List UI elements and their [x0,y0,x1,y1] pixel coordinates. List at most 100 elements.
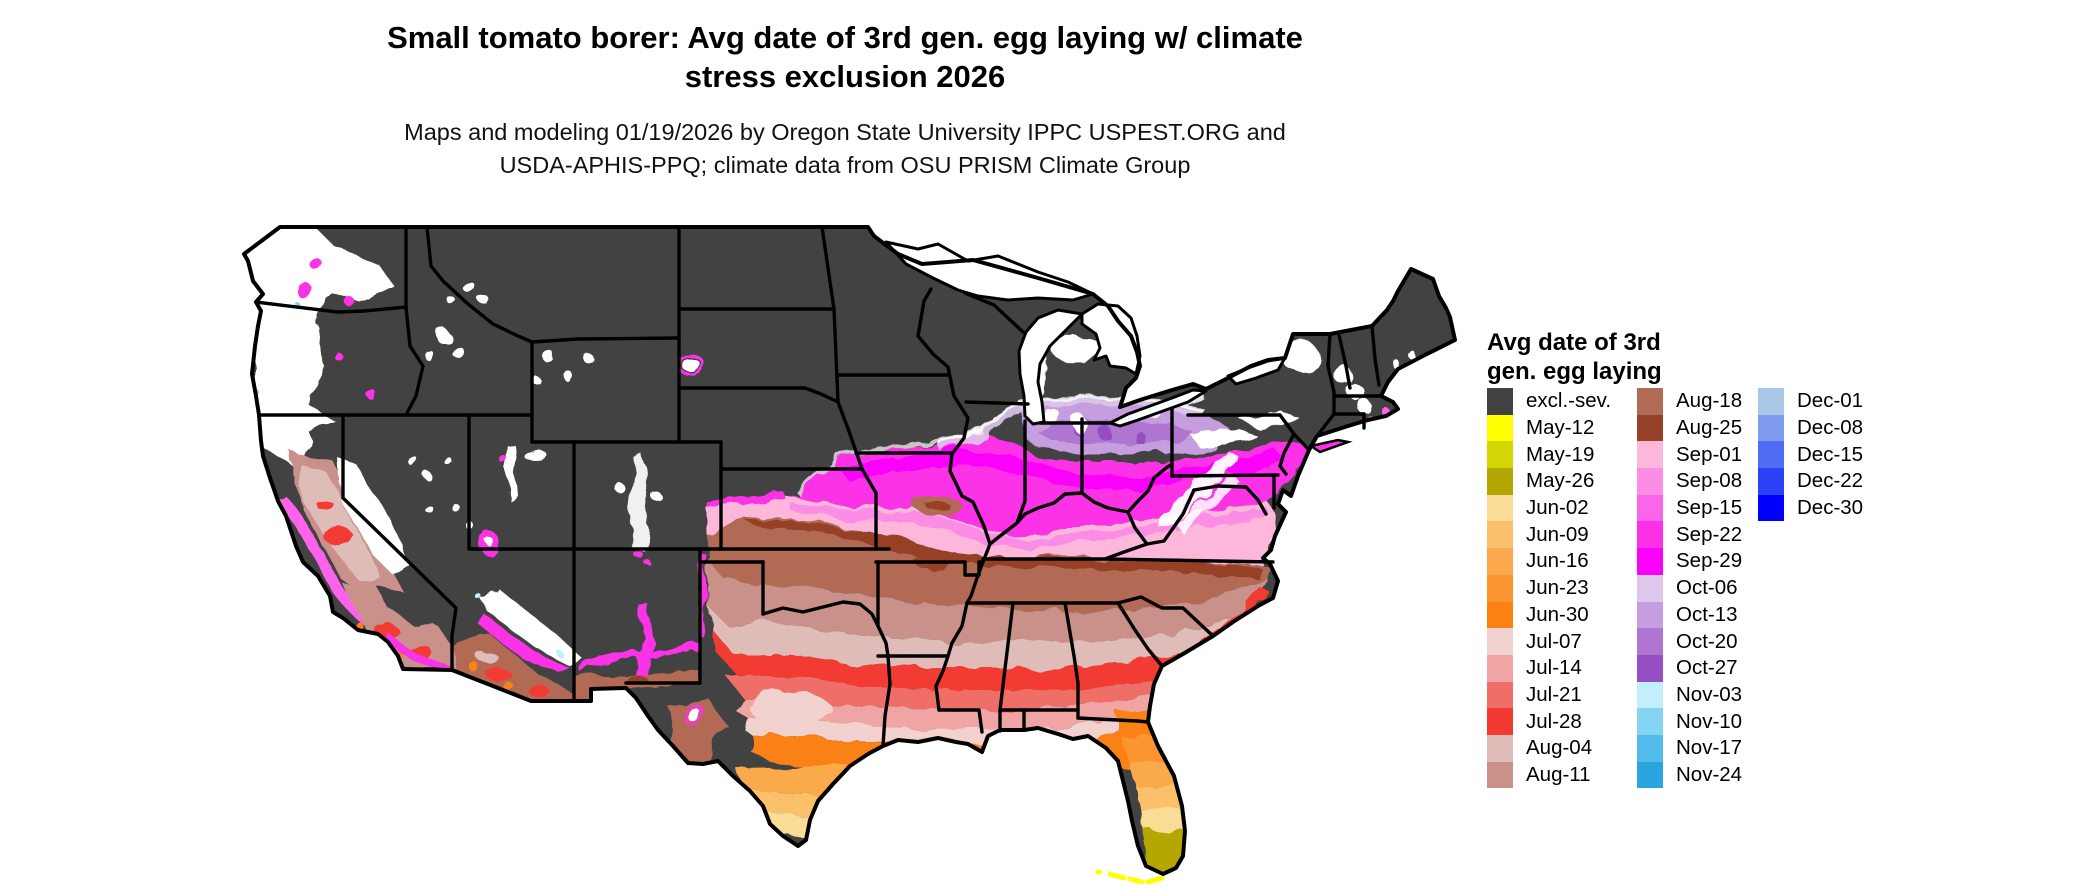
legend-swatch [1637,734,1663,762]
legend-swatch [1487,681,1513,709]
legend-swatch [1487,548,1513,575]
legend-row: Jun-30 [1487,601,1611,629]
legend-row: Oct-13 [1637,601,1742,629]
legend-column-3: Dec-01 Dec-08 Dec-15 Dec-22 Dec-30 [1758,388,1864,522]
legend-swatch [1487,654,1513,682]
legend-row: Dec-15 [1758,441,1863,469]
legend-label: Oct-13 [1676,602,1738,626]
legend-row: Dec-30 [1758,494,1864,522]
legend-label: Jul-21 [1526,682,1582,706]
legend-swatch [1487,468,1513,495]
legend-swatch [1637,441,1663,469]
legend-row: Aug-18 [1637,388,1742,415]
legend-label: Jun-09 [1526,522,1589,546]
legend-label: Sep-22 [1676,522,1743,546]
legend-row: May-12 [1487,414,1611,442]
legend-label: Aug-25 [1676,416,1743,440]
legend-row: Jul-07 [1487,628,1611,655]
title-line-2: stress exclusion 2026 [684,59,1006,94]
legend-row: Oct-20 [1637,628,1742,655]
legend-label: Sep-01 [1676,442,1743,466]
legend-row: Nov-10 [1637,708,1742,735]
subtitle-line-2: USDA-APHIS-PPQ; climate data from OSU PR… [499,152,1191,178]
legend-row: Sep-08 [1637,468,1742,495]
legend-label: Jun-30 [1526,602,1589,626]
legend-label: Jul-28 [1526,709,1582,733]
legend-label: May-12 [1526,416,1595,440]
long-island [1307,438,1353,454]
legend-swatch [1487,414,1513,442]
legend-swatch [1487,601,1513,629]
legend-swatch [1637,548,1663,575]
state-borders [254,225,1383,748]
lake-michigan [1017,308,1084,426]
subtitle-line-1: Maps and modeling 01/19/2026 by Oregon S… [404,119,1286,145]
legend-row: Jun-09 [1487,521,1611,549]
legend-column-1: excl.-sev. May-12 May-19 May-26 Jun-02 J… [1487,388,1611,789]
legend-swatch [1487,441,1513,469]
legend-swatch [1637,761,1663,789]
legend-row: Aug-11 [1487,761,1611,789]
legend-swatch [1487,628,1513,655]
legend-label: Jul-07 [1526,629,1582,653]
legend: Avg date of 3rd gen. egg laying excl.-se… [1487,328,1967,789]
legend-swatch [1487,761,1513,789]
legend-label: Nov-17 [1676,736,1743,760]
legend-row: Oct-06 [1637,574,1742,602]
legend-row: Sep-22 [1637,521,1743,549]
legend-row: Oct-27 [1637,654,1742,682]
legend-row: Sep-01 [1637,441,1743,469]
legend-label: Aug-18 [1676,389,1743,413]
legend-label: Dec-30 [1797,496,1864,520]
legend-swatch [1487,574,1513,602]
map-fringes-and-mountains [247,258,1417,655]
legend-label: Nov-03 [1676,682,1743,706]
lake-superior [884,240,1095,302]
legend-swatch [1758,494,1784,522]
legend-row: Jun-02 [1487,494,1611,522]
legend-label: Jun-23 [1526,576,1589,600]
legend-swatch [1637,521,1663,549]
legend-label: excl.-sev. [1526,389,1612,413]
legend-swatch [1487,708,1513,735]
legend-label: Nov-10 [1676,709,1743,733]
legend-swatch [1487,734,1513,762]
legend-label: Aug-11 [1526,762,1591,786]
legend-row: Dec-08 [1758,414,1864,442]
legend-label: Sep-08 [1676,469,1743,493]
legend-swatch [1487,388,1513,415]
legend-swatch [1637,654,1663,682]
legend-row: Jul-14 [1487,654,1611,682]
legend-swatch [1758,441,1784,469]
legend-swatch [1637,388,1663,415]
legend-row: Aug-04 [1487,734,1611,762]
legend-row: Sep-29 [1637,548,1742,575]
great-lakes [884,240,1287,428]
legend-row: Jul-28 [1487,708,1611,735]
legend-swatch [1637,468,1663,495]
legend-row: May-19 [1487,441,1611,469]
title-line-1: Small tomato borer: Avg date of 3rd gen.… [387,20,1303,55]
legend-swatch [1637,414,1663,442]
legend-row: Jul-21 [1487,681,1611,709]
legend-swatch [1487,494,1513,522]
legend-row: Dec-01 [1758,388,1863,415]
legend-title-line-1: Avg date of 3rd [1487,329,1661,356]
legend-row: Dec-22 [1758,468,1863,495]
legend-swatch [1637,494,1663,522]
legend-column-2: Aug-18 Aug-25 Sep-01 Sep-08 Sep-15 Sep-2… [1637,388,1743,789]
us-outline [242,225,1457,876]
legend-row: excl.-sev. [1487,388,1611,415]
legend-title-line-2: gen. egg laying [1487,358,1662,385]
legend-label: May-19 [1526,442,1595,466]
legend-label: Oct-27 [1676,656,1738,680]
legend-label: Dec-08 [1797,416,1864,440]
legend-label: Jul-14 [1526,656,1582,680]
legend-swatch [1637,601,1663,629]
lake-huron [1080,302,1142,376]
legend-swatch [1487,521,1513,549]
map-container [238,206,1462,890]
legend-row: Jun-16 [1487,548,1611,575]
legend-label: Nov-24 [1676,762,1743,786]
